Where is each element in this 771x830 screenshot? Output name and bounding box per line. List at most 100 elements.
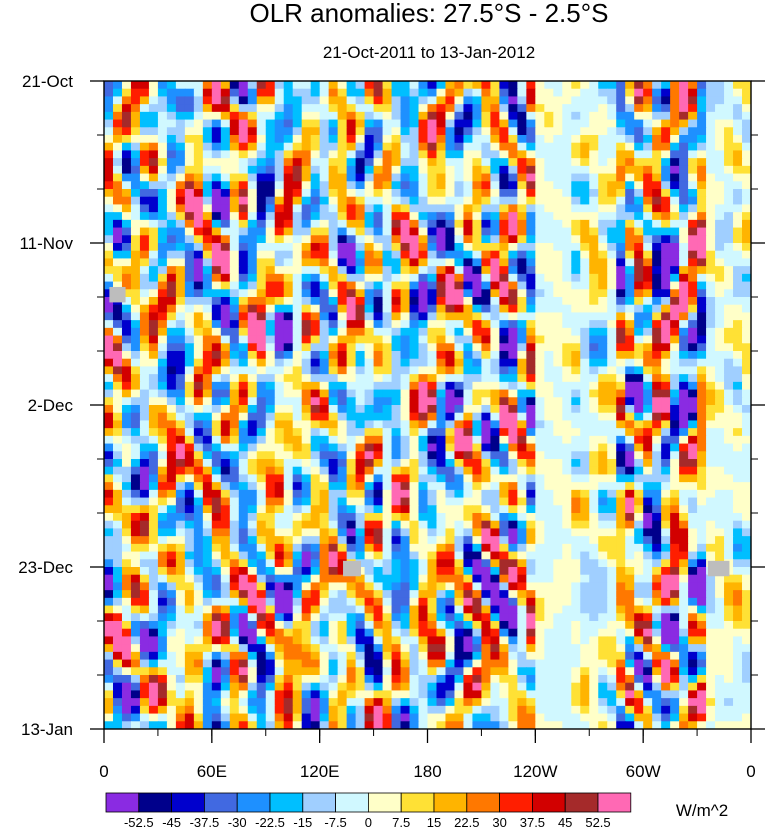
field-cell bbox=[391, 582, 402, 591]
field-cell bbox=[472, 81, 483, 90]
field-cell bbox=[544, 536, 554, 545]
field-cell bbox=[454, 243, 465, 252]
field-cell bbox=[112, 381, 123, 391]
field-cell bbox=[274, 142, 285, 152]
field-cell bbox=[436, 489, 447, 499]
field-cell bbox=[679, 96, 689, 105]
field-cell bbox=[679, 405, 689, 414]
field-cell bbox=[148, 351, 159, 360]
field-cell bbox=[391, 119, 402, 128]
field-cell bbox=[256, 590, 267, 599]
field-cell bbox=[193, 343, 204, 352]
field-cell bbox=[436, 420, 447, 429]
field-cell bbox=[292, 397, 303, 406]
field-cell bbox=[598, 412, 608, 422]
field-cell bbox=[643, 189, 653, 198]
field-cell bbox=[337, 104, 348, 113]
field-cell bbox=[220, 150, 231, 159]
field-cell bbox=[679, 528, 689, 537]
field-cell bbox=[670, 381, 680, 391]
field-cell bbox=[373, 235, 384, 244]
field-cell bbox=[283, 127, 294, 136]
field-cell bbox=[265, 304, 276, 314]
field-cell bbox=[589, 127, 599, 136]
field-cell bbox=[508, 497, 518, 506]
field-cell bbox=[121, 358, 132, 368]
field-cell bbox=[490, 150, 500, 159]
field-cell bbox=[616, 227, 626, 236]
field-cell bbox=[157, 482, 168, 491]
field-cell bbox=[382, 358, 393, 368]
field-cell bbox=[580, 428, 590, 437]
field-cell bbox=[733, 335, 743, 344]
field-cell bbox=[427, 513, 438, 522]
field-cell bbox=[202, 219, 213, 229]
field-cell bbox=[319, 135, 330, 144]
field-cell bbox=[328, 497, 339, 506]
field-cell bbox=[472, 196, 483, 206]
field-cell bbox=[499, 520, 509, 530]
field-cell bbox=[697, 451, 707, 460]
field-cell bbox=[562, 142, 572, 152]
field-cell bbox=[436, 582, 447, 591]
field-cell bbox=[472, 212, 483, 221]
field-cell bbox=[715, 482, 725, 491]
field-cell bbox=[166, 189, 177, 198]
field-cell bbox=[409, 412, 420, 422]
field-cell bbox=[409, 127, 420, 136]
field-cell bbox=[166, 273, 177, 283]
field-cell bbox=[319, 111, 330, 121]
field-cell bbox=[589, 543, 599, 553]
field-cell bbox=[166, 551, 177, 560]
field-cell bbox=[742, 304, 751, 314]
field-cell bbox=[229, 196, 240, 206]
field-cell bbox=[706, 273, 716, 283]
field-cell bbox=[139, 536, 150, 545]
field-cell bbox=[661, 189, 671, 198]
field-cell bbox=[112, 397, 123, 406]
field-cell bbox=[409, 150, 420, 159]
field-cell bbox=[634, 428, 644, 437]
field-cell bbox=[634, 597, 644, 607]
field-cell bbox=[535, 335, 545, 344]
field-cell bbox=[337, 412, 348, 422]
field-cell bbox=[292, 374, 303, 383]
field-cell bbox=[184, 405, 195, 414]
field-cell bbox=[202, 474, 213, 483]
field-cell bbox=[202, 397, 213, 406]
field-cell bbox=[355, 466, 366, 476]
field-cell bbox=[544, 135, 554, 144]
field-cell bbox=[310, 420, 321, 429]
field-cell bbox=[733, 312, 743, 321]
field-cell bbox=[166, 135, 177, 144]
field-cell bbox=[724, 528, 734, 537]
field-cell bbox=[247, 158, 258, 167]
field-cell bbox=[238, 196, 249, 206]
field-cell bbox=[229, 104, 240, 113]
field-cell bbox=[112, 459, 123, 468]
field-cell bbox=[508, 204, 518, 213]
field-cell bbox=[130, 520, 141, 530]
field-cell bbox=[616, 173, 626, 182]
field-cell bbox=[104, 543, 114, 553]
field-cell bbox=[310, 466, 321, 476]
field-cell bbox=[526, 88, 536, 98]
field-cell bbox=[715, 81, 725, 90]
field-cell bbox=[463, 551, 474, 560]
field-cell bbox=[104, 204, 114, 213]
field-cell bbox=[391, 258, 402, 267]
field-cell bbox=[247, 281, 258, 290]
field-cell bbox=[337, 489, 348, 499]
field-cell bbox=[463, 111, 474, 121]
field-cell bbox=[319, 158, 330, 167]
field-cell bbox=[220, 482, 231, 491]
field-cell bbox=[166, 266, 177, 275]
field-cell bbox=[184, 150, 195, 159]
field-cell bbox=[535, 88, 545, 98]
field-cell bbox=[562, 165, 572, 175]
field-cell bbox=[346, 343, 357, 352]
field-cell bbox=[652, 381, 662, 391]
field-cell bbox=[391, 551, 402, 560]
field-cell bbox=[220, 381, 231, 391]
field-cell bbox=[634, 536, 644, 545]
